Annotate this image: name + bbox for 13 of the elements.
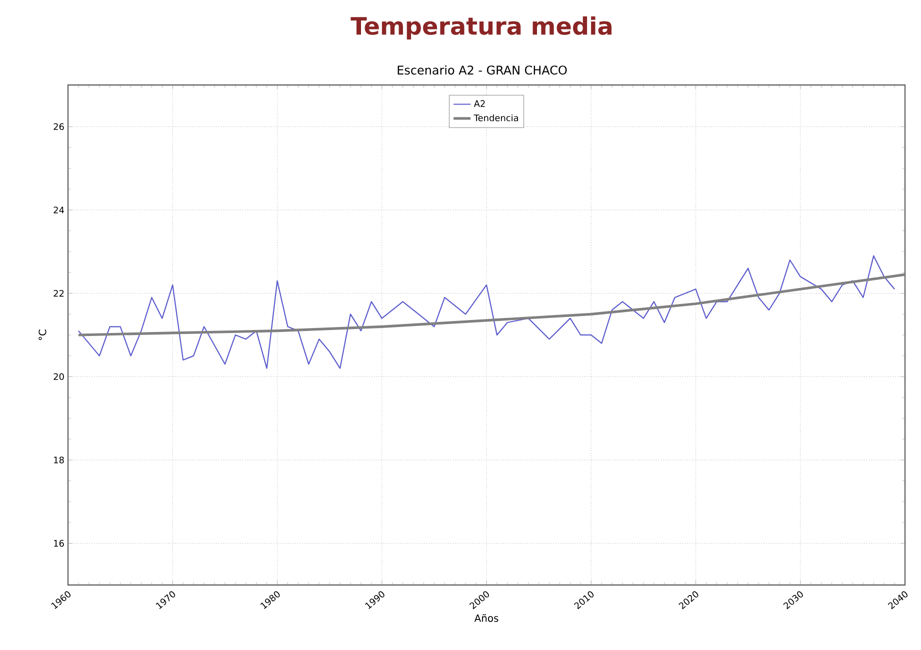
legend-label: Tendencia bbox=[474, 114, 518, 122]
chart-title: Temperatura media bbox=[350, 16, 612, 40]
y-tick-label: 18 bbox=[54, 456, 64, 464]
y-tick-label: 16 bbox=[54, 540, 64, 547]
line-series bbox=[78, 255, 896, 369]
legend-label: A2 bbox=[474, 100, 485, 107]
y-tick-label: 24 bbox=[54, 206, 64, 214]
y-axis-title: °C bbox=[38, 330, 46, 340]
y-tick-label: 20 bbox=[54, 373, 64, 380]
y-tick-label: 22 bbox=[54, 290, 64, 297]
chart-subtitle: Escenario A2 - GRAN CHACO bbox=[398, 65, 567, 75]
y-tick-label: 26 bbox=[54, 123, 64, 130]
x-axis-title: Años bbox=[474, 614, 498, 622]
